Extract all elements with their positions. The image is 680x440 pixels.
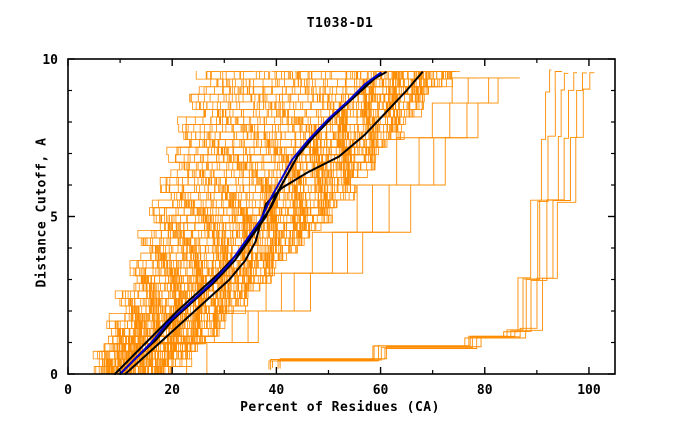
tick-labels-layer: 0 20 40 60 80 100 0 5 10 [42,53,601,398]
y-tick-label: 0 [50,368,58,383]
reference-curves-layer [113,71,424,375]
y-tick-label: 5 [50,211,58,226]
x-tick-label: 20 [164,383,180,398]
reference-model-black-3 [124,71,424,375]
outlier-prediction-curve [268,69,552,370]
x-tick-label: 0 [64,383,72,398]
y-axis-label: Distance Cutoff, A [34,137,50,288]
x-tick-label: 60 [373,383,389,398]
x-tick-label: 100 [577,383,601,398]
prediction-curves-layer [92,69,595,374]
lagging-prediction-curve [206,77,520,374]
outlier-prediction-curve [272,72,569,368]
outlier-prediction-curve [270,71,562,370]
outlier-prediction-curve [279,72,595,368]
x-tick-label: 80 [477,383,493,398]
y-tick-label: 10 [42,53,58,68]
outlier-prediction-curve [279,72,587,369]
prediction-curve [101,71,218,374]
reference-model-black-2 [119,71,387,375]
page-title: T1038-D1 [306,16,374,31]
x-axis-label: Percent of Residues (CA) [240,400,440,415]
reference-model-blue [119,71,382,375]
axes-layer [67,58,616,375]
prediction-curve [105,71,241,374]
prediction-curve [168,71,453,374]
outlier-prediction-curve [277,72,577,369]
prediction-curve [162,71,453,374]
x-tick-label: 40 [269,383,285,398]
